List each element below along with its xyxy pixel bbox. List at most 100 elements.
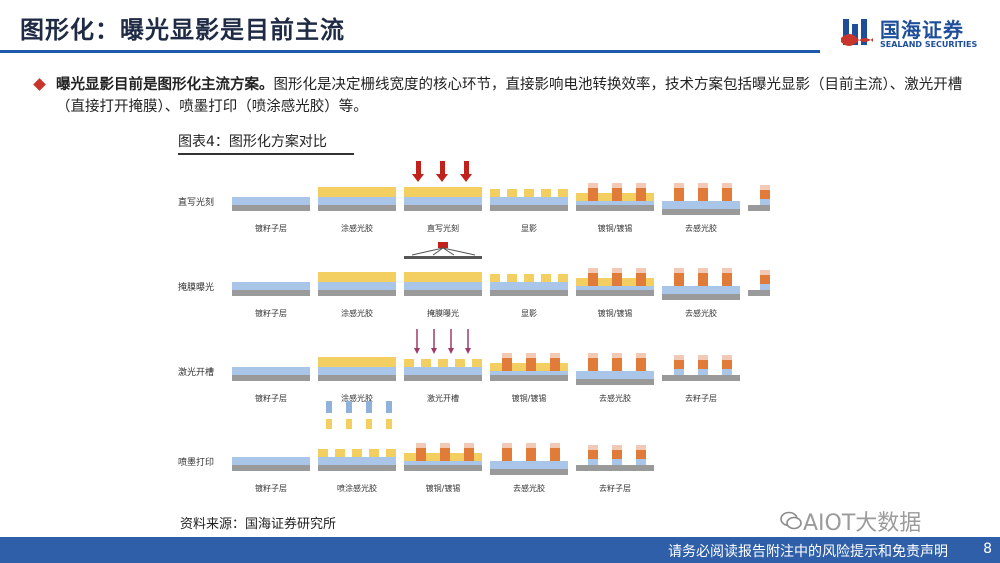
row1-step2-label: 掩膜曝光 [427, 308, 459, 318]
row1-step2-light-source [438, 242, 448, 248]
row3-step4-seed-remnant [588, 459, 598, 465]
row3-step4-copper-line [612, 449, 622, 459]
row3-step1-resist-block [352, 449, 362, 457]
row0-step2-substrate [404, 205, 482, 211]
row2-step2-laser-beam-head [465, 348, 471, 354]
row2-step2-resist-block [421, 359, 431, 367]
row1-step5-copper-line [698, 272, 708, 286]
row0-step3-resist-block [541, 189, 551, 197]
row1-step2-light-ray [442, 247, 476, 256]
row1-step4-tin-cap [588, 268, 598, 273]
row0-step0-label: 镀籽子层 [255, 223, 287, 233]
source-note: 资料来源：国海证券研究所 [180, 517, 337, 532]
row1-step3-seed-layer [490, 282, 568, 290]
row2-step3-tin-cap [526, 353, 536, 358]
row2-step0-seed-layer [232, 367, 310, 375]
row2-step3-tin-cap [502, 353, 512, 358]
row0-step4-label: 镀铜/镀锡 [598, 223, 633, 233]
row0-step5-label: 去感光胶 [685, 223, 717, 233]
row-label-2: 激光开槽 [178, 366, 214, 378]
bullet-diamond-icon [33, 78, 46, 91]
row0-step2-label: 直写光刻 [427, 223, 459, 233]
row2-step4-seed-layer [576, 371, 654, 379]
row1-step6-substrate [748, 290, 770, 296]
row0-step3-substrate [490, 205, 568, 211]
row0-step6-tin-cap [760, 185, 770, 190]
row0-step5-copper-line [722, 187, 732, 201]
row0-step6-copper-line [760, 189, 770, 199]
row2-step5-substrate [662, 375, 740, 381]
row0-step1-seed-layer [318, 197, 396, 205]
row1-step2-light-ray [411, 247, 444, 256]
row2-step5-label: 去籽子层 [685, 393, 717, 403]
row2-step5-copper-line [674, 359, 684, 369]
row1-step5-substrate [662, 294, 740, 300]
row2-step1-seed-layer [318, 367, 396, 375]
row3-step1-ink-drop [366, 419, 372, 429]
company-logo: 国海证券 SEALAND SECURITIES [840, 14, 990, 54]
row0-step0-seed-layer [232, 197, 310, 205]
row2-step3-label: 镀铜/镀锡 [512, 393, 547, 403]
row1-step6-tin-cap [760, 270, 770, 275]
row3-step2-tin-cap [464, 443, 474, 448]
row2-step4-copper-line [588, 357, 598, 371]
row2-step5-tin-cap [722, 355, 732, 360]
row0-step5-tin-cap [698, 183, 708, 188]
row1-step0-seed-layer [232, 282, 310, 290]
row0-step2-laser-arrow-shaft [416, 161, 421, 175]
row3-step3-copper-line [550, 447, 560, 461]
figure-caption: 图表4：图形化方案对比 [178, 134, 327, 150]
row1-step5-label: 去感光胶 [685, 308, 717, 318]
row2-step1-label: 涂感光胶 [341, 393, 373, 403]
row3-step4-seed-remnant [636, 459, 646, 465]
row2-step2-laser-beam-head [431, 348, 437, 354]
row0-step4-copper-line [588, 187, 598, 201]
page-title: 图形化：曝光显影是目前主流 [20, 16, 345, 44]
row3-step1-inkjet-nozzle [386, 401, 392, 413]
row3-step2-copper-line [440, 447, 450, 461]
row1-step4-tin-cap [636, 268, 646, 273]
row3-step2-copper-line [464, 447, 474, 461]
row0-step5-copper-line [698, 187, 708, 201]
row0-step1-resist [318, 187, 396, 197]
row3-step1-inkjet-nozzle [326, 401, 332, 413]
row2-step3-copper-line [526, 357, 536, 371]
row1-step1-seed-layer [318, 282, 396, 290]
row0-step3-resist-block [558, 189, 568, 197]
row0-step3-seed-layer [490, 197, 568, 205]
row2-step2-label: 激光开槽 [427, 393, 459, 403]
row0-step6-substrate [748, 205, 770, 211]
watermark-text: AIOT大数据 [803, 511, 922, 536]
row3-step1-substrate [318, 465, 396, 471]
row0-step5-tin-cap [722, 183, 732, 188]
row0-step5-copper-line [674, 187, 684, 201]
row3-step2-substrate [404, 465, 482, 471]
row2-step2-substrate [404, 375, 482, 381]
row2-step4-tin-cap [588, 353, 598, 358]
row2-step5-seed-remnant [698, 369, 708, 375]
row1-step3-resist-block [524, 274, 534, 282]
row3-step4-tin-cap [636, 445, 646, 450]
logo-name-cn: 国海证券 [880, 18, 964, 42]
row2-step2-laser-beam-head [414, 348, 420, 354]
row1-step3-resist-block [541, 274, 551, 282]
row2-step2-laser-beam-head [448, 348, 454, 354]
bullet-lead: 曝光显影目前是图形化主流方案。 [56, 77, 274, 93]
row0-step2-resist [404, 187, 482, 197]
patterning-diagram: 直写光刻镀籽子层涂感光胶直写光刻显影镀铜/镀锡去感光胶去籽子层掩膜曝光镀籽子层涂… [178, 161, 770, 493]
row2-step1-substrate [318, 375, 396, 381]
row3-step2-tin-cap [416, 443, 426, 448]
row2-step2-resist-block [438, 359, 448, 367]
row-label-3: 喷墨打印 [178, 456, 214, 468]
row3-step2-tin-cap [440, 443, 450, 448]
row0-step1-substrate [318, 205, 396, 211]
row1-step0-substrate [232, 290, 310, 296]
row3-step1-label: 喷涂感光胶 [337, 483, 377, 493]
row3-step3-copper-line [526, 447, 536, 461]
row1-step2-seed-layer [404, 282, 482, 290]
row3-step0-seed-layer [232, 457, 310, 465]
row1-step4-copper-line [612, 272, 622, 286]
row0-step0-substrate [232, 205, 310, 211]
row3-step4-label: 去籽子层 [599, 483, 631, 493]
row1-step6-seed-remnant [760, 284, 770, 290]
